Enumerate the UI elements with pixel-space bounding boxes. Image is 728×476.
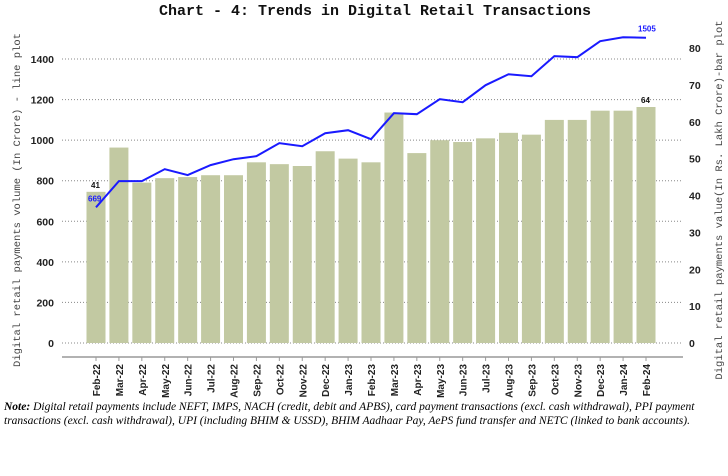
bar — [86, 191, 106, 343]
bar — [613, 110, 633, 343]
data-label: 64 — [641, 96, 650, 105]
x-tick-label: Jun-23 — [459, 364, 470, 397]
note-label: Note: — [4, 401, 31, 413]
right-tick-label: 10 — [689, 301, 701, 313]
bar — [430, 140, 450, 343]
x-tick-label: Jan-23 — [344, 364, 355, 396]
bar — [476, 138, 496, 343]
x-tick-label: Aug-22 — [230, 364, 241, 398]
x-tick-label: Oct-23 — [550, 364, 561, 396]
x-tick-label: May-22 — [161, 364, 172, 398]
right-axis-label: Digital retail payments value(In Rs. Lak… — [714, 20, 726, 379]
bar — [246, 162, 266, 343]
x-tick-label: Dec-23 — [596, 364, 607, 397]
x-tick-label: Jul-22 — [207, 364, 218, 393]
left-tick-label: 200 — [36, 297, 54, 309]
bar — [636, 107, 656, 343]
right-tick-label: 80 — [689, 43, 701, 55]
x-tick-label: Oct-22 — [275, 364, 286, 396]
x-tick-label: Nov-23 — [573, 364, 584, 398]
bar — [132, 182, 152, 343]
left-axis-label: Digital retail payments volume (In Crore… — [12, 33, 24, 367]
bar — [453, 142, 473, 343]
x-tick-label: Aug-23 — [505, 364, 516, 398]
bar — [178, 177, 198, 343]
left-tick-label: 800 — [36, 176, 54, 188]
x-tick-label: Feb-23 — [367, 364, 378, 397]
right-tick-label: 50 — [689, 154, 701, 166]
x-tick-label: May-23 — [436, 364, 447, 398]
bar — [269, 164, 289, 343]
left-tick-label: 400 — [36, 257, 54, 269]
bar — [499, 132, 518, 343]
right-tick-label: 30 — [689, 227, 701, 239]
data-label: 41 — [91, 181, 100, 190]
x-tick-label: Apr-23 — [413, 364, 424, 396]
right-tick-label: 60 — [689, 117, 701, 129]
x-tick-label: Mar-23 — [390, 364, 401, 397]
bar — [567, 119, 587, 343]
bar — [590, 110, 610, 343]
bar — [224, 175, 243, 343]
left-tick-label: 0 — [48, 338, 54, 350]
bar — [109, 147, 129, 343]
x-tick-label: Apr-22 — [138, 364, 149, 396]
x-tick-label: Jul-23 — [482, 364, 493, 393]
bar — [407, 153, 427, 343]
data-label: 1505 — [638, 25, 656, 34]
left-tick-label: 1400 — [31, 54, 55, 66]
left-tick-label: 600 — [36, 216, 54, 228]
x-tick-label: Mar-22 — [115, 364, 126, 397]
x-tick-label: Sep-22 — [252, 364, 263, 397]
chart: 0 200 400 600 800 1000 1200 1400 0 10 20 30 40 50 60 70… — [12, 20, 726, 398]
right-tick-label: 0 — [689, 338, 695, 350]
bar — [292, 166, 312, 343]
left-tick-label: 1000 — [31, 135, 55, 147]
right-tick-label: 20 — [689, 264, 701, 276]
x-tick-label: Jan-24 — [619, 364, 630, 396]
x-tick-label: Feb-22 — [92, 364, 103, 397]
right-tick-label: 40 — [689, 191, 701, 203]
x-tick-label: Feb-24 — [642, 364, 653, 397]
x-tick-label: Nov-22 — [298, 364, 309, 398]
bar — [361, 162, 381, 343]
bar — [544, 119, 564, 343]
x-tick-label: Dec-22 — [321, 364, 332, 397]
bar — [201, 175, 221, 343]
bar — [338, 158, 358, 343]
bar — [384, 112, 404, 343]
bar — [155, 178, 175, 343]
bar — [315, 151, 335, 343]
right-tick-label: 70 — [689, 80, 701, 92]
chart-title: Chart - 4: Trends in Digital Retail Tran… — [158, 3, 592, 20]
x-tick-label: Jun-22 — [184, 364, 195, 397]
note-text: Digital retail payments include NEFT, IM… — [4, 401, 695, 427]
x-tick-label: Sep-23 — [527, 364, 538, 397]
left-tick-label: 1200 — [31, 95, 55, 107]
volume-line — [95, 36, 647, 208]
note: Note: Digital retail payments include NE… — [4, 400, 724, 428]
bar — [521, 134, 541, 343]
data-label: 669 — [88, 194, 102, 203]
